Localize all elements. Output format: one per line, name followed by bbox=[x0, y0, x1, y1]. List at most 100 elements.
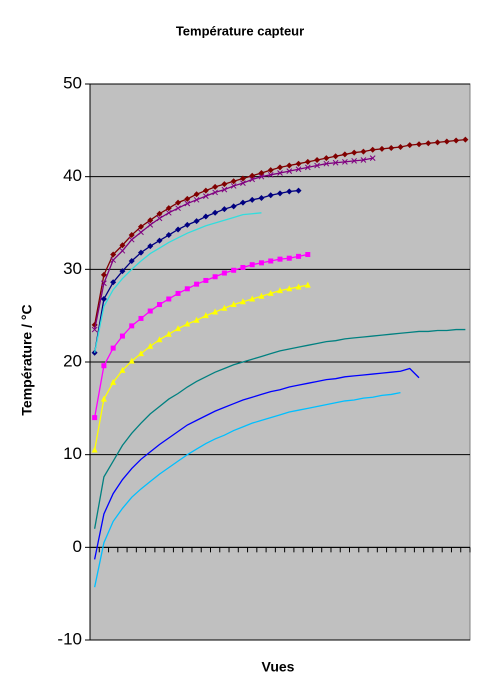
marker bbox=[267, 167, 274, 174]
marker bbox=[286, 168, 293, 174]
marker bbox=[295, 283, 302, 290]
marker bbox=[378, 145, 385, 152]
marker bbox=[277, 164, 283, 171]
marker bbox=[110, 279, 117, 286]
marker bbox=[249, 176, 256, 183]
marker bbox=[147, 217, 154, 224]
marker bbox=[165, 209, 172, 216]
marker bbox=[184, 200, 191, 207]
marker bbox=[110, 257, 117, 263]
marker bbox=[221, 186, 228, 193]
marker bbox=[138, 315, 144, 321]
marker bbox=[239, 199, 246, 206]
marker bbox=[175, 290, 181, 296]
marker bbox=[239, 298, 246, 305]
marker bbox=[175, 205, 181, 212]
marker bbox=[212, 274, 218, 280]
marker bbox=[119, 333, 125, 339]
marker bbox=[202, 312, 209, 319]
marker bbox=[128, 357, 135, 364]
y-tick-label: 20 bbox=[63, 351, 82, 370]
marker bbox=[137, 223, 144, 230]
marker bbox=[295, 187, 302, 194]
marker bbox=[128, 236, 135, 243]
marker bbox=[267, 171, 274, 178]
marker bbox=[249, 262, 255, 268]
marker bbox=[304, 164, 311, 171]
marker bbox=[304, 281, 311, 288]
marker bbox=[314, 156, 321, 163]
marker bbox=[453, 137, 460, 144]
marker bbox=[147, 308, 153, 314]
marker bbox=[212, 209, 219, 216]
marker bbox=[156, 215, 163, 222]
marker bbox=[110, 251, 117, 258]
marker bbox=[194, 281, 200, 287]
marker bbox=[119, 242, 126, 249]
marker bbox=[91, 446, 98, 453]
marker bbox=[239, 175, 246, 182]
marker bbox=[184, 221, 191, 228]
y-axis-label: Température / °C bbox=[19, 304, 35, 415]
marker bbox=[221, 206, 228, 213]
marker bbox=[175, 199, 182, 206]
marker bbox=[425, 140, 432, 147]
marker bbox=[277, 190, 283, 197]
marker bbox=[138, 229, 144, 236]
marker bbox=[221, 270, 227, 276]
marker bbox=[443, 138, 450, 145]
marker bbox=[462, 136, 469, 143]
marker bbox=[147, 342, 154, 349]
marker bbox=[416, 141, 423, 148]
series-line bbox=[93, 328, 466, 529]
marker bbox=[91, 326, 98, 333]
marker bbox=[342, 158, 348, 165]
marker bbox=[360, 157, 367, 163]
marker bbox=[267, 192, 274, 199]
marker bbox=[203, 277, 209, 283]
marker bbox=[268, 258, 274, 264]
y-tick-label: 40 bbox=[63, 166, 82, 185]
marker bbox=[119, 268, 126, 275]
marker bbox=[184, 195, 191, 202]
marker bbox=[351, 149, 358, 156]
marker bbox=[434, 139, 441, 146]
marker bbox=[157, 302, 163, 308]
series-line bbox=[93, 391, 401, 588]
marker bbox=[258, 173, 265, 180]
marker bbox=[202, 213, 209, 220]
marker bbox=[323, 160, 330, 167]
marker bbox=[230, 183, 237, 189]
marker bbox=[258, 260, 264, 266]
marker bbox=[110, 378, 117, 385]
marker bbox=[147, 221, 154, 228]
marker bbox=[406, 142, 413, 149]
marker bbox=[277, 287, 283, 294]
y-tick-label: 0 bbox=[73, 537, 82, 556]
marker bbox=[119, 247, 126, 254]
marker bbox=[128, 232, 135, 239]
marker bbox=[351, 158, 357, 164]
marker bbox=[295, 166, 302, 173]
marker bbox=[92, 415, 98, 421]
marker bbox=[147, 243, 154, 250]
marker bbox=[286, 285, 293, 292]
marker bbox=[286, 162, 293, 169]
y-tick-label: -10 bbox=[57, 629, 82, 648]
series-line bbox=[93, 212, 262, 353]
marker bbox=[137, 350, 144, 357]
marker bbox=[165, 330, 172, 337]
marker bbox=[305, 252, 311, 258]
marker bbox=[202, 187, 209, 194]
marker bbox=[110, 345, 116, 351]
marker bbox=[212, 308, 219, 315]
marker bbox=[295, 160, 302, 167]
marker bbox=[175, 325, 182, 332]
chart-title: Température capteur bbox=[176, 23, 304, 38]
marker bbox=[193, 196, 200, 203]
marker bbox=[249, 295, 256, 302]
marker bbox=[249, 196, 256, 203]
marker bbox=[258, 194, 265, 201]
marker bbox=[165, 232, 172, 239]
marker bbox=[101, 280, 107, 287]
